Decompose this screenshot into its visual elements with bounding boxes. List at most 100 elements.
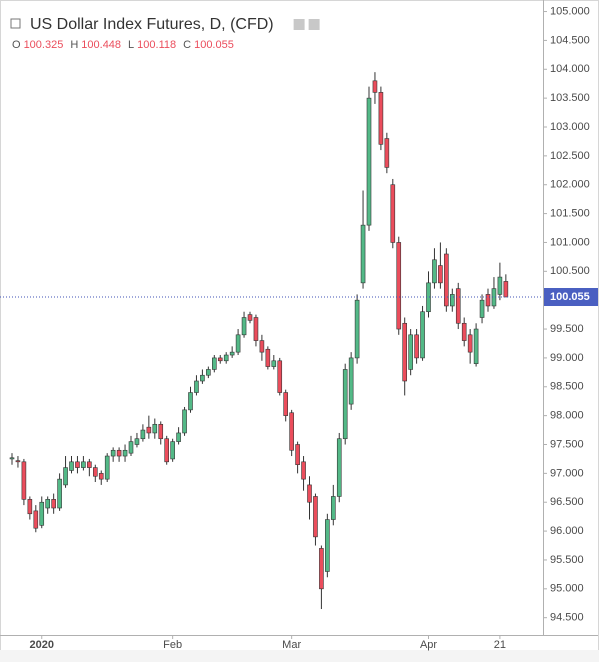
candle-body xyxy=(259,340,265,353)
candle-body xyxy=(420,311,425,359)
candle-body xyxy=(473,328,479,364)
candle-body xyxy=(51,499,56,509)
candle-body xyxy=(200,374,205,382)
chart-title: US Dollar Index Futures, D, (CFD) xyxy=(30,16,274,33)
candle-body xyxy=(432,259,437,284)
candle-body xyxy=(206,369,211,376)
candle-body xyxy=(235,334,241,353)
ohlc-value: 100.118 xyxy=(137,39,176,51)
ohlc-value: 100.448 xyxy=(81,39,121,51)
y-tick-label: 97.500 xyxy=(550,438,584,450)
candle-body xyxy=(449,294,455,307)
x-tick-label: Apr xyxy=(420,639,437,651)
candle-body xyxy=(217,357,223,362)
settings-icon[interactable] xyxy=(308,19,320,30)
candle-body xyxy=(39,501,45,526)
candle-body xyxy=(444,253,449,307)
candle-body xyxy=(342,369,348,440)
ohlc-key: C xyxy=(183,39,191,51)
candle-body xyxy=(176,432,181,442)
candle-body xyxy=(390,184,396,243)
candle-body xyxy=(87,461,92,468)
candle-body xyxy=(75,461,80,468)
candle-body xyxy=(283,392,289,416)
bottom-toolbar xyxy=(0,650,599,662)
candle-body xyxy=(479,299,485,318)
candle-body xyxy=(98,473,104,480)
candle-body xyxy=(27,499,33,515)
candle-body xyxy=(21,461,27,500)
candle-body xyxy=(289,412,294,451)
candle-body xyxy=(414,334,419,359)
candle-body xyxy=(69,461,74,471)
y-tick-label: 98.500 xyxy=(550,381,584,393)
ohlc-value: 100.055 xyxy=(194,39,234,51)
y-tick-label: 104.000 xyxy=(550,63,590,75)
candle-body xyxy=(223,354,229,362)
candle-body xyxy=(348,357,354,405)
candle-body xyxy=(366,97,372,226)
y-tick-label: 102.000 xyxy=(550,179,590,191)
y-tick-label: 95.000 xyxy=(550,583,584,595)
y-tick-label: 103.000 xyxy=(550,121,590,133)
candle-body xyxy=(212,357,217,370)
candle-body xyxy=(104,455,110,480)
x-tick-label: 21 xyxy=(494,639,506,651)
candle-body xyxy=(319,548,324,590)
candle-body xyxy=(146,426,152,434)
candle-body xyxy=(354,299,360,359)
y-tick-label: 101.000 xyxy=(550,236,590,248)
candle-body xyxy=(15,460,21,463)
candle-body xyxy=(277,360,283,393)
ohlc-key: H xyxy=(70,39,78,51)
ohlc-value: 100.325 xyxy=(24,39,64,51)
candle-body xyxy=(467,334,473,353)
y-tick-label: 101.500 xyxy=(550,207,590,219)
collapse-icon[interactable] xyxy=(10,18,21,29)
candle-body xyxy=(164,438,169,463)
candle-body xyxy=(247,314,253,321)
candle-body xyxy=(455,288,461,324)
y-tick-label: 99.000 xyxy=(550,352,584,364)
y-tick-label: 105.000 xyxy=(550,5,590,17)
ohlc-legend: O 100.325 H 100.448 L 100.118 C 100.055 xyxy=(12,39,234,51)
candle-body xyxy=(33,510,39,529)
candle-body xyxy=(497,276,503,295)
candle-body xyxy=(271,360,277,367)
candle-body xyxy=(116,449,122,457)
candle-body xyxy=(9,457,15,460)
candle-body xyxy=(81,461,86,468)
candle-body xyxy=(229,351,235,356)
candle-body xyxy=(170,441,175,460)
y-tick-label: 94.500 xyxy=(550,612,584,624)
y-tick-label: 102.500 xyxy=(550,150,590,162)
candle-body xyxy=(313,496,318,538)
y-tick-label: 97.000 xyxy=(550,467,584,479)
candle-body xyxy=(402,322,408,382)
y-tick-label: 100.500 xyxy=(550,265,590,277)
candle-body xyxy=(128,441,134,454)
x-tick-label: Mar xyxy=(282,639,301,651)
candle-body xyxy=(378,92,384,145)
candle-body xyxy=(438,265,443,284)
candle-body xyxy=(194,380,199,393)
candle-body xyxy=(134,438,140,445)
candle-body xyxy=(57,478,62,509)
eye-icon[interactable] xyxy=(293,19,305,30)
candle-body xyxy=(110,449,116,457)
candle-body xyxy=(485,294,491,307)
y-tick-label: 104.500 xyxy=(550,34,590,46)
y-tick-label: 98.000 xyxy=(550,410,584,422)
candle-body xyxy=(360,224,366,284)
y-tick-label: 99.500 xyxy=(550,323,584,335)
candle-body xyxy=(122,449,128,457)
y-tick-label: 96.000 xyxy=(550,525,584,537)
candle-body xyxy=(461,322,467,341)
candle-body xyxy=(396,242,402,330)
candle-body xyxy=(372,80,378,93)
candle-body xyxy=(330,496,336,520)
candle-body xyxy=(503,281,509,298)
